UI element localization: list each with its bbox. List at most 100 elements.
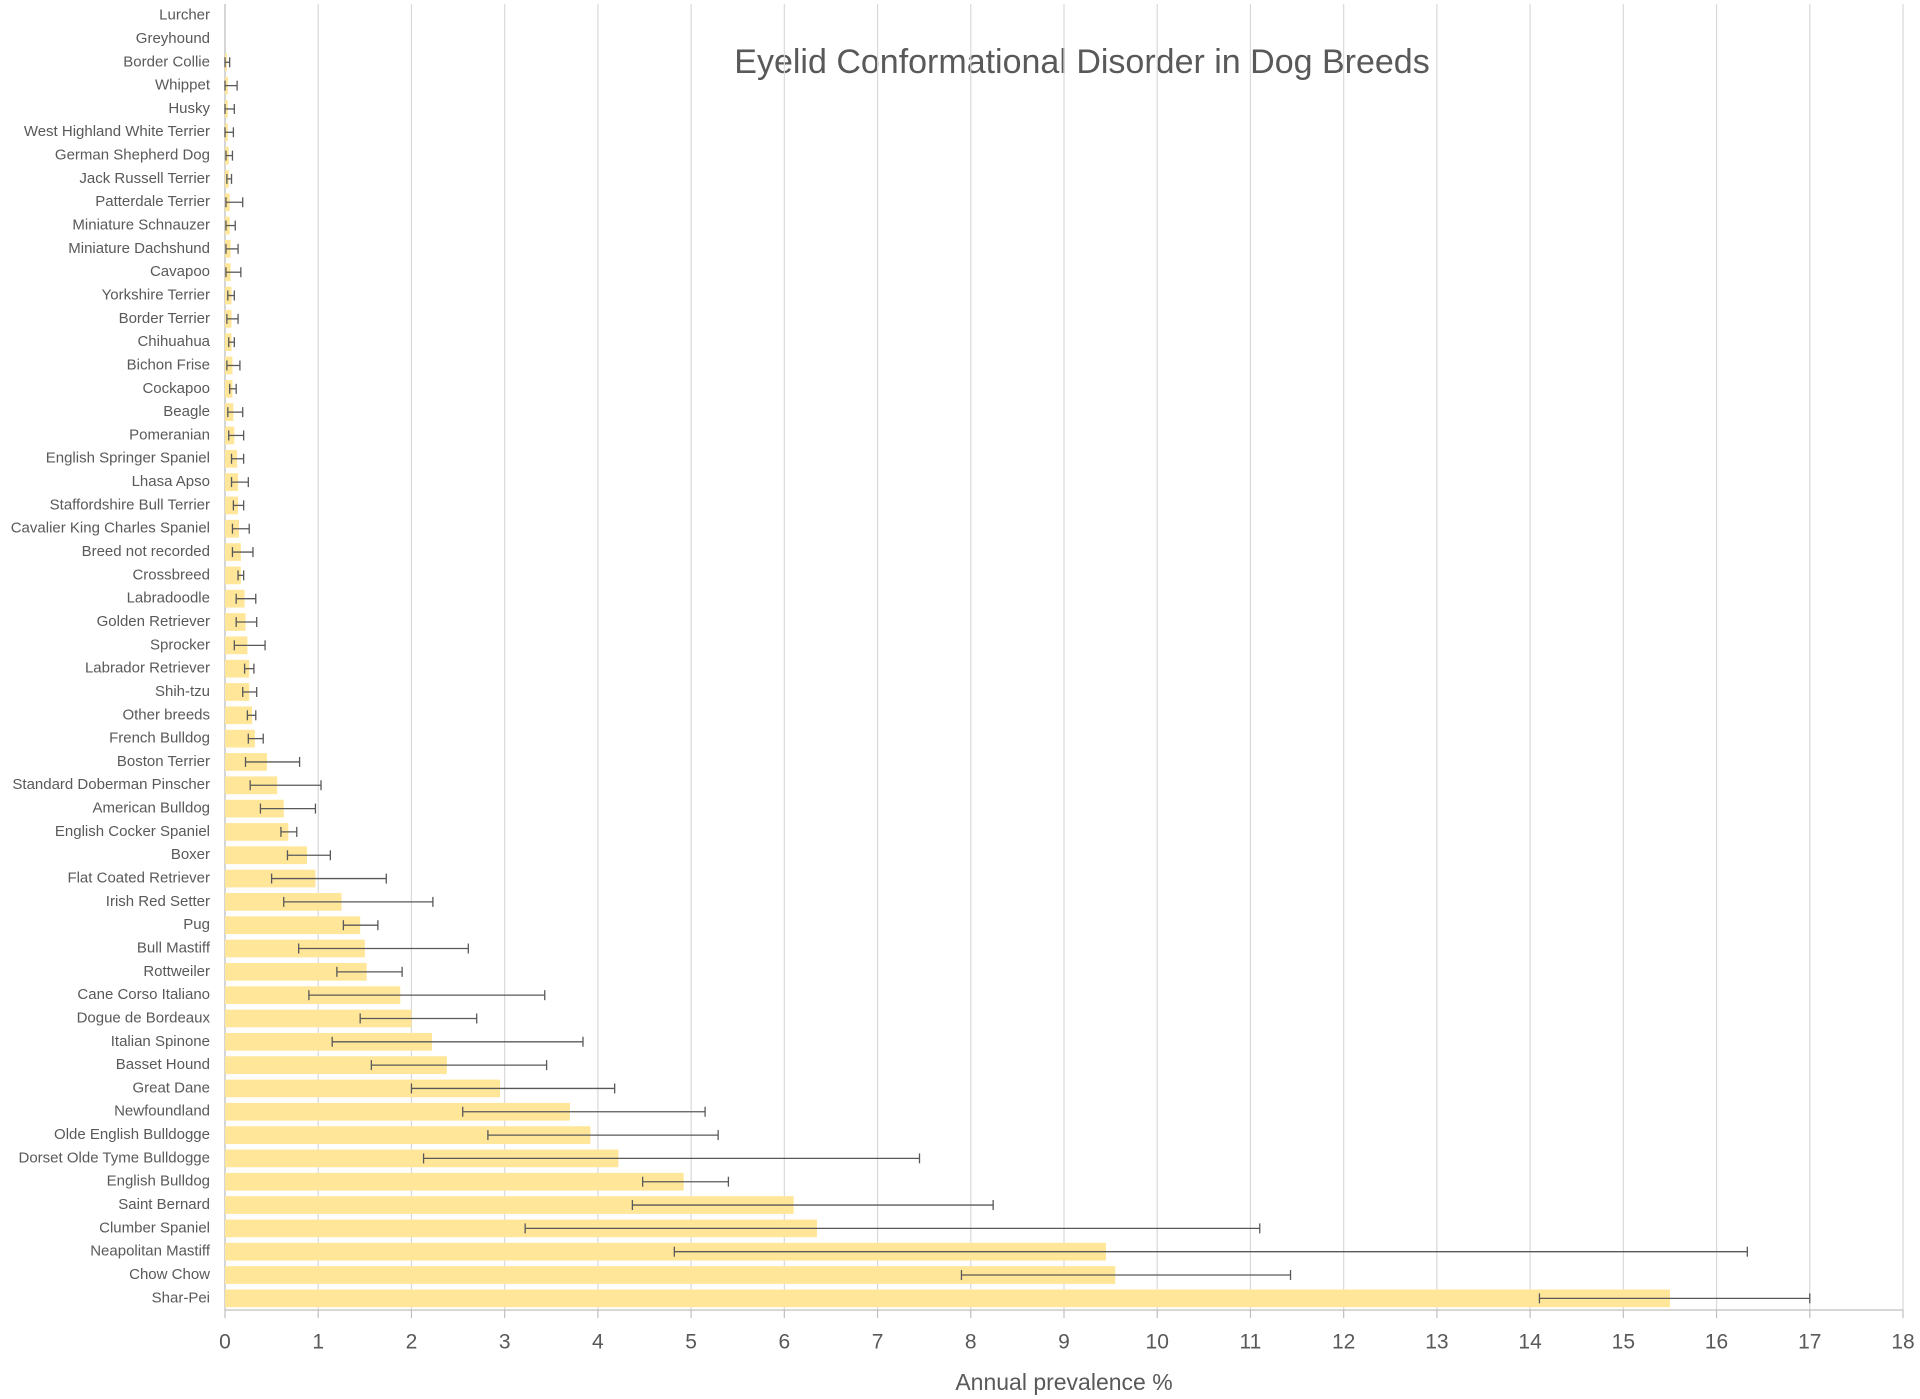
bar — [225, 1009, 412, 1028]
bar — [225, 1196, 794, 1214]
error-bar — [224, 80, 238, 91]
y-tick-label: Cavalier King Charles Spaniel — [11, 520, 210, 537]
y-tick-label: Jack Russell Terrier — [79, 170, 210, 187]
x-tick-label: 11 — [1240, 1331, 1262, 1354]
error-bar — [370, 1060, 548, 1071]
y-tick-label: Lurcher — [159, 7, 210, 24]
x-tick-label: 15 — [1612, 1331, 1635, 1354]
y-tick-label: Golden Retriever — [97, 613, 210, 630]
x-tick-label: 9 — [1058, 1331, 1070, 1354]
error-bar — [235, 617, 258, 628]
y-tick-label: Italian Spinone — [111, 1033, 210, 1050]
y-tick-label: English Springer Spaniel — [46, 450, 210, 467]
y-tick-label: Labrador Retriever — [85, 660, 210, 677]
error-bar — [226, 313, 239, 324]
y-tick-label: German Shepherd Dog — [55, 147, 210, 164]
error-bar — [225, 267, 242, 278]
error-bar — [224, 103, 235, 114]
error-bar — [243, 663, 255, 674]
y-tick-label: Greyhound — [136, 30, 210, 47]
bar — [225, 659, 250, 678]
y-tick-label: Saint Bernard — [118, 1196, 210, 1213]
y-tick-label: Breed not recorded — [82, 543, 210, 560]
y-tick-label: Cavapoo — [150, 263, 210, 280]
error-bar — [270, 873, 387, 884]
x-tick-label: 17 — [1798, 1331, 1821, 1354]
bar — [225, 706, 253, 725]
y-tick-label: Standard Doberman Pinscher — [12, 776, 210, 793]
error-bar — [1538, 1293, 1811, 1304]
y-tick-label: Miniature Dachshund — [68, 240, 210, 257]
x-tick-label: 5 — [685, 1331, 697, 1354]
error-bar — [308, 990, 546, 1001]
y-tick-label: Rottweiler — [143, 963, 210, 980]
y-tick-label: Dorset Olde Tyme Bulldogge — [19, 1149, 211, 1166]
y-tick-label: Shar-Pei — [152, 1289, 210, 1306]
y-tick-label: French Bulldog — [109, 730, 210, 747]
y-tick-label: Patterdale Terrier — [95, 193, 210, 210]
y-tick-label: Border Terrier — [119, 310, 210, 327]
y-tick-label: Whippet — [155, 77, 211, 94]
y-tick-label: Neapolitan Mastiff — [90, 1243, 211, 1260]
error-bar — [487, 1130, 719, 1141]
y-tick-label: Chow Chow — [129, 1266, 210, 1283]
x-tick-label: 1 — [312, 1331, 324, 1354]
error-bar — [244, 756, 301, 767]
x-tick-label: 6 — [778, 1331, 790, 1354]
x-tick-label: 16 — [1705, 1331, 1728, 1354]
x-tick-label: 18 — [1891, 1331, 1914, 1354]
error-bar — [227, 407, 244, 418]
error-bar — [524, 1223, 1261, 1234]
y-tick-label: Boxer — [171, 846, 210, 863]
error-bar — [230, 477, 249, 488]
bar — [225, 613, 246, 631]
error-bar — [224, 57, 231, 68]
x-axis-title: Annual prevalence % — [955, 1369, 1172, 1395]
error-bar — [462, 1106, 706, 1117]
bar — [225, 1102, 570, 1121]
error-bar — [225, 243, 239, 254]
bar — [225, 1126, 591, 1144]
error-bar — [233, 640, 266, 651]
bar — [225, 729, 255, 748]
x-tick-label: 13 — [1425, 1331, 1448, 1354]
error-bar — [226, 360, 241, 371]
error-bar — [225, 197, 244, 208]
y-tick-label: Miniature Schnauzer — [72, 217, 210, 234]
error-bar — [242, 686, 258, 697]
error-bar — [641, 1176, 730, 1187]
x-tick-label: 14 — [1518, 1331, 1542, 1354]
x-tick-label: 0 — [219, 1331, 231, 1354]
error-bar — [331, 1036, 584, 1047]
error-bar — [249, 780, 322, 791]
error-bar — [225, 220, 236, 231]
y-tick-label: Cane Corso Italiano — [77, 986, 210, 1003]
y-tick-label: West Highland White Terrier — [24, 123, 210, 140]
error-bar — [237, 570, 245, 581]
y-tick-label: Border Collie — [123, 53, 210, 70]
y-tick-label: American Bulldog — [92, 800, 210, 817]
bar — [225, 916, 361, 935]
error-bar — [631, 1200, 994, 1211]
y-tick-label: Basset Hound — [116, 1056, 210, 1073]
error-bar — [229, 383, 237, 394]
error-bar — [227, 290, 235, 301]
error-bar — [235, 593, 257, 604]
error-bar — [960, 1270, 1292, 1281]
bar — [225, 496, 239, 515]
error-bar — [342, 920, 379, 931]
y-tick-label: Beagle — [163, 403, 210, 420]
error-bar — [231, 523, 250, 534]
y-tick-label: Olde English Bulldogge — [54, 1126, 210, 1143]
bar — [225, 939, 365, 958]
x-tick-label: 2 — [406, 1331, 418, 1354]
y-tick-label: Clumber Spaniel — [99, 1219, 210, 1236]
x-tick-label: 4 — [592, 1331, 604, 1354]
y-tick-label: Dogue de Bordeaux — [77, 1009, 211, 1026]
bar — [225, 1056, 447, 1074]
y-tick-label: Chihuahua — [137, 333, 210, 350]
y-tick-label: English Bulldog — [107, 1173, 210, 1190]
error-bar — [359, 1013, 478, 1024]
error-bar — [232, 500, 245, 511]
